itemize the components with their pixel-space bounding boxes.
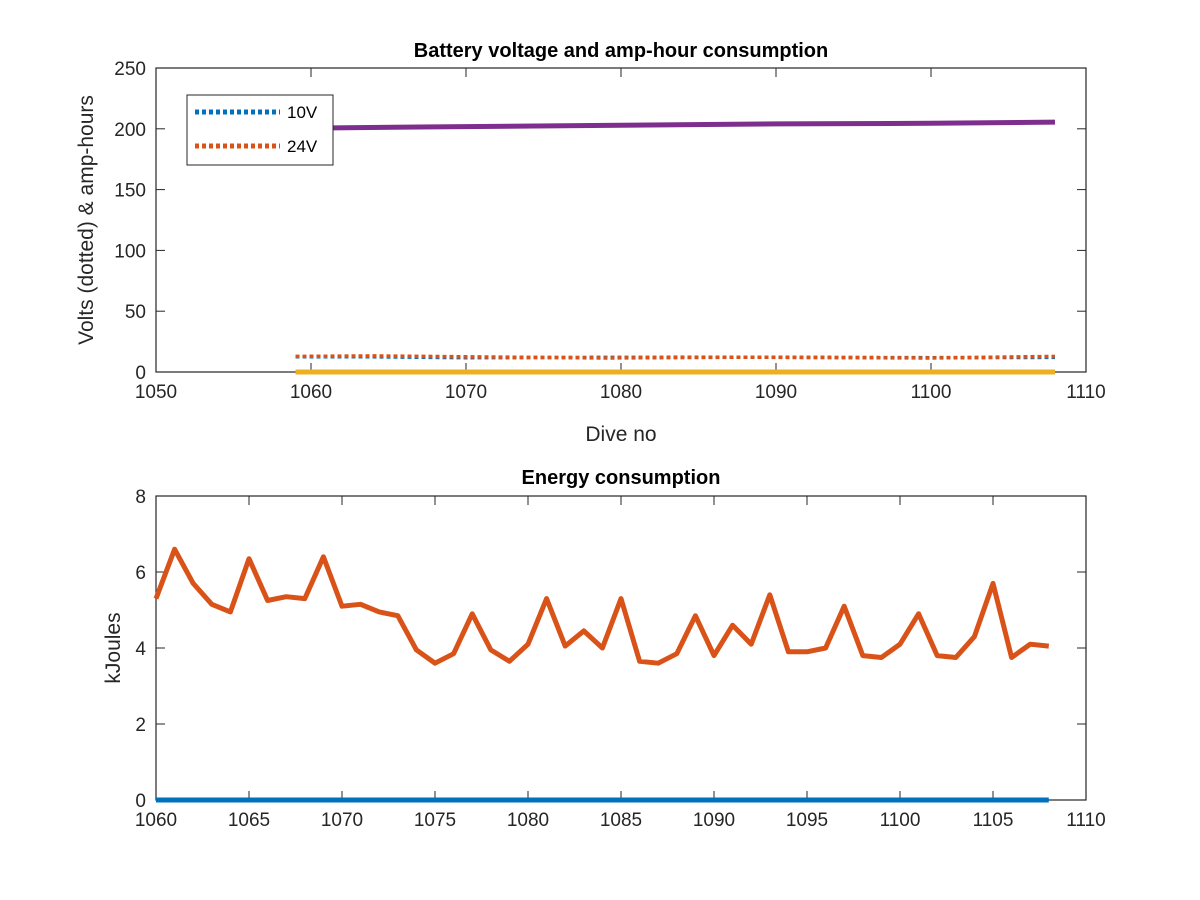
y-tick-label: 6 — [135, 563, 146, 584]
x-tick-label: 1100 — [911, 382, 952, 403]
legend-box — [186, 94, 334, 166]
y-tick-label: 200 — [114, 120, 146, 141]
x-tick-label: 1085 — [600, 810, 642, 831]
x-tick-label: 1090 — [693, 810, 735, 831]
x-tick-label: 1105 — [973, 810, 1014, 831]
x-tick-label: 1080 — [600, 382, 642, 403]
x-tick-label: 1060 — [135, 810, 177, 831]
x-tick-label: 1080 — [507, 810, 549, 831]
y-tick-label: 8 — [135, 487, 146, 508]
energy-chart: 1060 1065 1070 1075 1080 1085 1090 1095 1100 1105… — [102, 467, 1106, 831]
energy-chart-title: Energy consumption — [522, 467, 721, 489]
y-tick-label: 250 — [114, 59, 146, 80]
series-0-3-line — [295, 119, 1056, 131]
x-tick-label: 1060 — [290, 382, 332, 403]
x-tick-label: 1090 — [755, 382, 797, 403]
series-24v-line — [295, 354, 1056, 360]
y-tick-label: 150 — [114, 181, 146, 202]
x-tick-label: 1095 — [786, 810, 828, 831]
voltage-chart-ylabel: Volts (dotted) & amp-hours — [75, 95, 98, 345]
x-tick-label: 1070 — [445, 382, 487, 403]
x-tick-label: 1065 — [228, 810, 270, 831]
x-tick-label: 1100 — [880, 810, 921, 831]
x-tick-label: 1110 — [1066, 810, 1105, 831]
voltage-chart-title: Battery voltage and amp-hour consumption — [414, 40, 828, 62]
y-tick-label: 50 — [125, 302, 146, 323]
x-tick-label: 1070 — [321, 810, 363, 831]
y-tick-label: 2 — [135, 715, 146, 736]
y-tick-label: 100 — [114, 241, 146, 262]
y-tick-label: 0 — [135, 363, 146, 384]
voltage-chart-xlabel: Dive no — [585, 423, 656, 446]
legend-label-10v: 10V — [287, 103, 318, 122]
y-tick-label: 4 — [135, 639, 146, 660]
x-tick-label: 1110 — [1066, 382, 1105, 403]
x-tick-label: 1075 — [414, 810, 456, 831]
legend-label-24v: 24V — [287, 137, 318, 156]
energy-plot-area — [155, 495, 1087, 801]
energy-chart-ylabel: kJoules — [102, 612, 125, 683]
voltage-chart: 1050 1060 1070 1080 1090 1100 1110 0 50 100 150 200… — [75, 40, 1106, 446]
series-1-0-line — [153, 546, 1050, 666]
voltage-legend: 10V 24V — [186, 94, 334, 166]
y-tick-label: 0 — [135, 791, 146, 812]
x-tick-label: 1050 — [135, 382, 177, 403]
